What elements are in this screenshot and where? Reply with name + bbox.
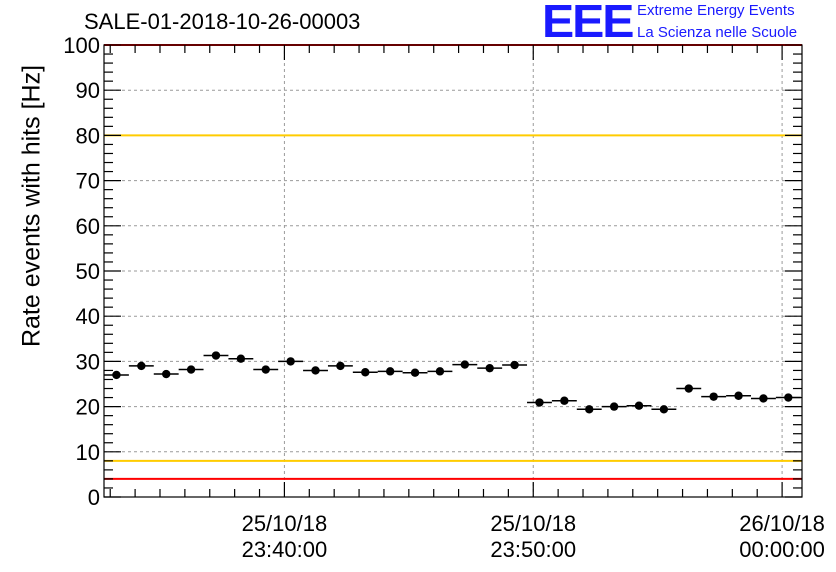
data-point-marker xyxy=(460,360,470,369)
data-point xyxy=(502,360,528,370)
data-point xyxy=(303,366,328,375)
data-point-marker xyxy=(535,398,544,407)
data-point-marker xyxy=(162,369,171,379)
data-point-marker xyxy=(510,360,519,370)
y-tick-label: 40 xyxy=(76,304,100,329)
y-tick-label: 10 xyxy=(76,440,100,465)
data-point-marker xyxy=(734,391,743,400)
logo-text-line-2: La Scienza nelle Scuole xyxy=(637,24,798,41)
y-tick-label: 30 xyxy=(76,349,100,374)
data-point-marker xyxy=(261,365,270,374)
data-point xyxy=(701,392,727,401)
data-point-marker xyxy=(609,402,619,411)
y-tick-label: 20 xyxy=(76,395,100,420)
y-tick-label: 0 xyxy=(88,485,100,510)
x-tick-label-date: 25/10/18 xyxy=(490,511,576,536)
x-tick-label-date: 25/10/18 xyxy=(242,511,328,536)
data-point xyxy=(178,365,204,374)
data-point-marker xyxy=(211,351,221,360)
data-point xyxy=(452,360,478,369)
chart-title: SALE-01-2018-10-26-00003 xyxy=(84,9,361,34)
y-tick-label: 60 xyxy=(76,214,100,239)
data-point xyxy=(626,401,652,410)
data-point xyxy=(153,369,179,379)
data-point xyxy=(651,405,677,414)
y-tick-label: 90 xyxy=(76,78,100,103)
ticks-layer xyxy=(104,44,802,498)
x-tick-label-time: 23:50:00 xyxy=(490,537,576,562)
data-point-marker xyxy=(410,368,420,377)
data-point xyxy=(775,393,801,402)
logo-text-line-1: Extreme Energy Events xyxy=(637,2,795,19)
data-point xyxy=(203,351,229,360)
x-tick-label-time: 23:40:00 xyxy=(242,537,328,562)
data-point xyxy=(527,398,552,407)
data-point-marker xyxy=(336,361,345,371)
data-point-marker xyxy=(684,384,693,393)
data-point-marker xyxy=(137,361,146,371)
y-tick-label: 50 xyxy=(76,259,100,284)
data-point xyxy=(228,354,254,363)
data-point-marker xyxy=(759,394,768,403)
data-point xyxy=(128,361,154,371)
x-tick-label-time: 00:00:00 xyxy=(739,537,825,562)
data-point-marker xyxy=(634,401,644,410)
data-points-layer xyxy=(104,351,801,414)
data-point xyxy=(750,394,776,403)
data-point-marker xyxy=(286,357,295,366)
data-point xyxy=(104,370,129,380)
x-tick-label-date: 26/10/18 xyxy=(739,511,825,536)
data-point xyxy=(327,361,353,371)
data-point-marker xyxy=(186,365,196,374)
data-point xyxy=(377,367,403,376)
data-point-marker xyxy=(485,363,494,373)
data-point-marker xyxy=(236,354,246,363)
data-point-marker xyxy=(784,393,793,402)
y-tick-label: 100 xyxy=(63,33,100,58)
data-point xyxy=(676,384,702,393)
data-point-marker xyxy=(659,405,669,414)
data-point xyxy=(427,367,453,376)
data-point xyxy=(477,363,503,373)
data-point xyxy=(402,368,428,377)
tick-labels-layer: 010203040506070809010025/10/1823:40:0025… xyxy=(63,33,825,562)
data-point xyxy=(278,357,304,366)
data-point-marker xyxy=(560,396,569,405)
data-point-marker xyxy=(709,392,718,401)
data-point-marker xyxy=(385,367,395,376)
data-point-marker xyxy=(112,370,121,380)
data-point xyxy=(253,365,279,374)
eee-logo: EEE Extreme Energy Events La Scienza nel… xyxy=(542,0,836,46)
y-tick-label: 70 xyxy=(76,169,100,194)
data-point xyxy=(551,396,577,405)
data-point-marker xyxy=(361,368,370,377)
eee-logo-mark: EEE xyxy=(542,0,634,47)
reference-lines-layer xyxy=(104,44,802,480)
data-point xyxy=(576,405,602,414)
data-point xyxy=(352,368,378,377)
data-point-marker xyxy=(311,366,320,375)
y-tick-label: 80 xyxy=(76,123,100,148)
grid-layer xyxy=(104,45,802,497)
data-point-marker xyxy=(435,367,445,376)
data-point xyxy=(726,391,751,400)
data-point-marker xyxy=(585,405,594,414)
data-point xyxy=(601,402,627,411)
